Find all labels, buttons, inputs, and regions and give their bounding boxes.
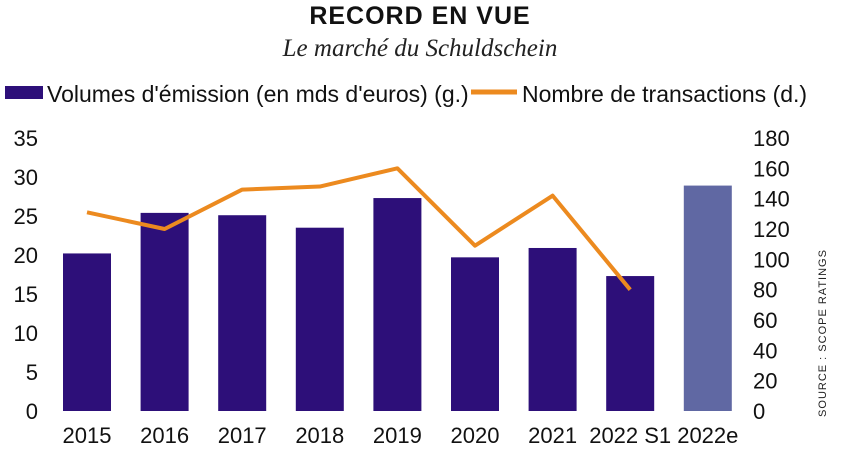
chart-subtitle: Le marché du Schuldschein xyxy=(282,35,558,62)
right-tick-label: 20 xyxy=(753,369,777,394)
left-tick-label: 15 xyxy=(14,282,38,307)
right-tick-label: 0 xyxy=(753,399,765,424)
bar-2015 xyxy=(63,253,111,411)
right-tick-label: 140 xyxy=(753,187,790,212)
x-tick-label: 2021 xyxy=(528,423,577,448)
x-tick-label: 2022e xyxy=(677,423,738,448)
x-tick-label: 2016 xyxy=(140,423,189,448)
x-axis: 2015 2016 2017 2018 2019 2020 2021 2022 S1 2022e xyxy=(63,423,739,448)
x-tick-label: 2015 xyxy=(63,423,112,448)
right-tick-label: 40 xyxy=(753,338,777,363)
left-tick-label: 30 xyxy=(14,165,38,190)
x-tick-label: 2018 xyxy=(295,423,344,448)
legend-swatch-volumes xyxy=(5,86,43,99)
right-tick-label: 80 xyxy=(753,278,777,303)
bar-2022-s1 xyxy=(606,276,655,411)
x-tick-label: 2020 xyxy=(451,423,500,448)
right-tick-label: 160 xyxy=(753,156,790,181)
left-tick-label: 20 xyxy=(14,243,38,268)
transactions-line xyxy=(86,166,632,291)
left-tick-label: 10 xyxy=(14,321,38,346)
right-tick-label: 100 xyxy=(753,247,790,272)
bar-2019 xyxy=(373,198,422,411)
bar-2020 xyxy=(451,257,499,411)
line-points xyxy=(86,168,631,290)
left-axis: 0 5 10 15 20 25 30 35 xyxy=(14,126,38,424)
bar-2017 xyxy=(218,215,267,411)
chart-title: RECORD EN VUE xyxy=(309,2,530,30)
bar-2022e xyxy=(683,185,732,411)
left-tick-label: 25 xyxy=(14,204,38,229)
source-note: SOURCE : SCOPE RATINGS xyxy=(817,249,829,417)
x-tick-label: 2022 S1 xyxy=(589,423,671,448)
legend-label-transactions: Nombre de transactions (d.) xyxy=(522,81,807,107)
x-tick-label: 2017 xyxy=(218,423,267,448)
right-tick-label: 60 xyxy=(753,308,777,333)
bar-2018 xyxy=(295,227,344,411)
left-tick-label: 35 xyxy=(14,126,38,151)
bar-2016 xyxy=(140,212,189,411)
bars xyxy=(63,185,732,411)
right-axis: 0 20 40 60 80 100 120 140 160 180 xyxy=(753,126,790,424)
x-tick-label: 2019 xyxy=(373,423,422,448)
left-tick-label: 5 xyxy=(26,360,38,385)
right-tick-label: 180 xyxy=(753,126,790,151)
left-tick-label: 0 xyxy=(26,399,38,424)
right-tick-label: 120 xyxy=(753,217,790,242)
bar-2021 xyxy=(528,247,577,411)
legend-label-volumes: Volumes d'émission (en mds d'euros) (g.) xyxy=(47,81,469,107)
legend: Volumes d'émission (en mds d'euros) (g.)… xyxy=(5,81,807,107)
